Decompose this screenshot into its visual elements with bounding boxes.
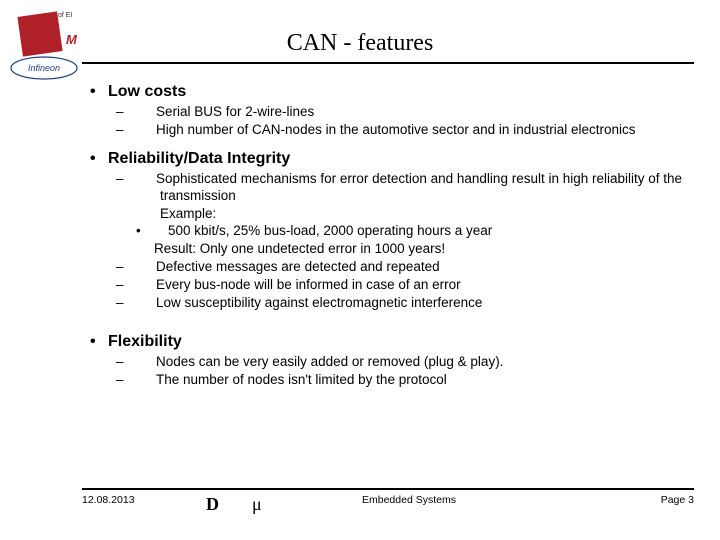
footer-page: Page 3 xyxy=(661,494,694,506)
list-item: – Sophisticated mechanisms for error det… xyxy=(138,171,694,205)
list-item: – The number of nodes isn't limited by t… xyxy=(138,372,694,389)
slide: of EI M Infineon CAN - features •Low cos… xyxy=(0,0,720,540)
list-item: – Low susceptibility against electromagn… xyxy=(138,295,694,312)
sub-list: – Serial BUS for 2-wire-lines – High num… xyxy=(138,104,694,139)
list-item: – Serial BUS for 2-wire-lines xyxy=(138,104,694,121)
footer-d: D xyxy=(206,494,219,515)
infineon-logo: Infineon xyxy=(10,54,82,87)
bullet-heading: •Low costs xyxy=(90,82,694,102)
footer-mu: μ xyxy=(252,494,262,515)
slide-title: CAN - features xyxy=(0,30,720,57)
list-item: • 500 kbit/s, 25% bus-load, 2000 operati… xyxy=(138,223,694,240)
list-item: – High number of CAN-nodes in the automo… xyxy=(138,122,694,139)
list-item: Result: Only one undetected error in 100… xyxy=(138,241,694,258)
sub-list: – Sophisticated mechanisms for error det… xyxy=(138,171,694,312)
heading-text: Reliability/Data Integrity xyxy=(108,150,290,167)
bullet-heading: •Flexibility xyxy=(90,332,694,352)
content-area: •Low costs – Serial BUS for 2-wire-lines… xyxy=(90,76,694,399)
sub-list: – Nodes can be very easily added or remo… xyxy=(138,354,694,389)
list-item: – Every bus-node will be informed in cas… xyxy=(138,277,694,294)
list-item: – Defective messages are detected and re… xyxy=(138,259,694,276)
heading-text: Flexibility xyxy=(108,333,182,350)
list-item: – Nodes can be very easily added or remo… xyxy=(138,354,694,371)
footer-date: 12.08.2013 xyxy=(82,494,135,506)
title-underline xyxy=(82,62,694,64)
heading-text: Low costs xyxy=(108,83,186,100)
svg-text:Infineon: Infineon xyxy=(28,63,60,73)
list-item: Example: xyxy=(138,206,694,223)
footer-rule xyxy=(82,488,694,490)
footer-center: Embedded Systems xyxy=(362,494,456,506)
bullet-heading: •Reliability/Data Integrity xyxy=(90,149,694,169)
logo-small-label: of EI xyxy=(58,12,72,19)
